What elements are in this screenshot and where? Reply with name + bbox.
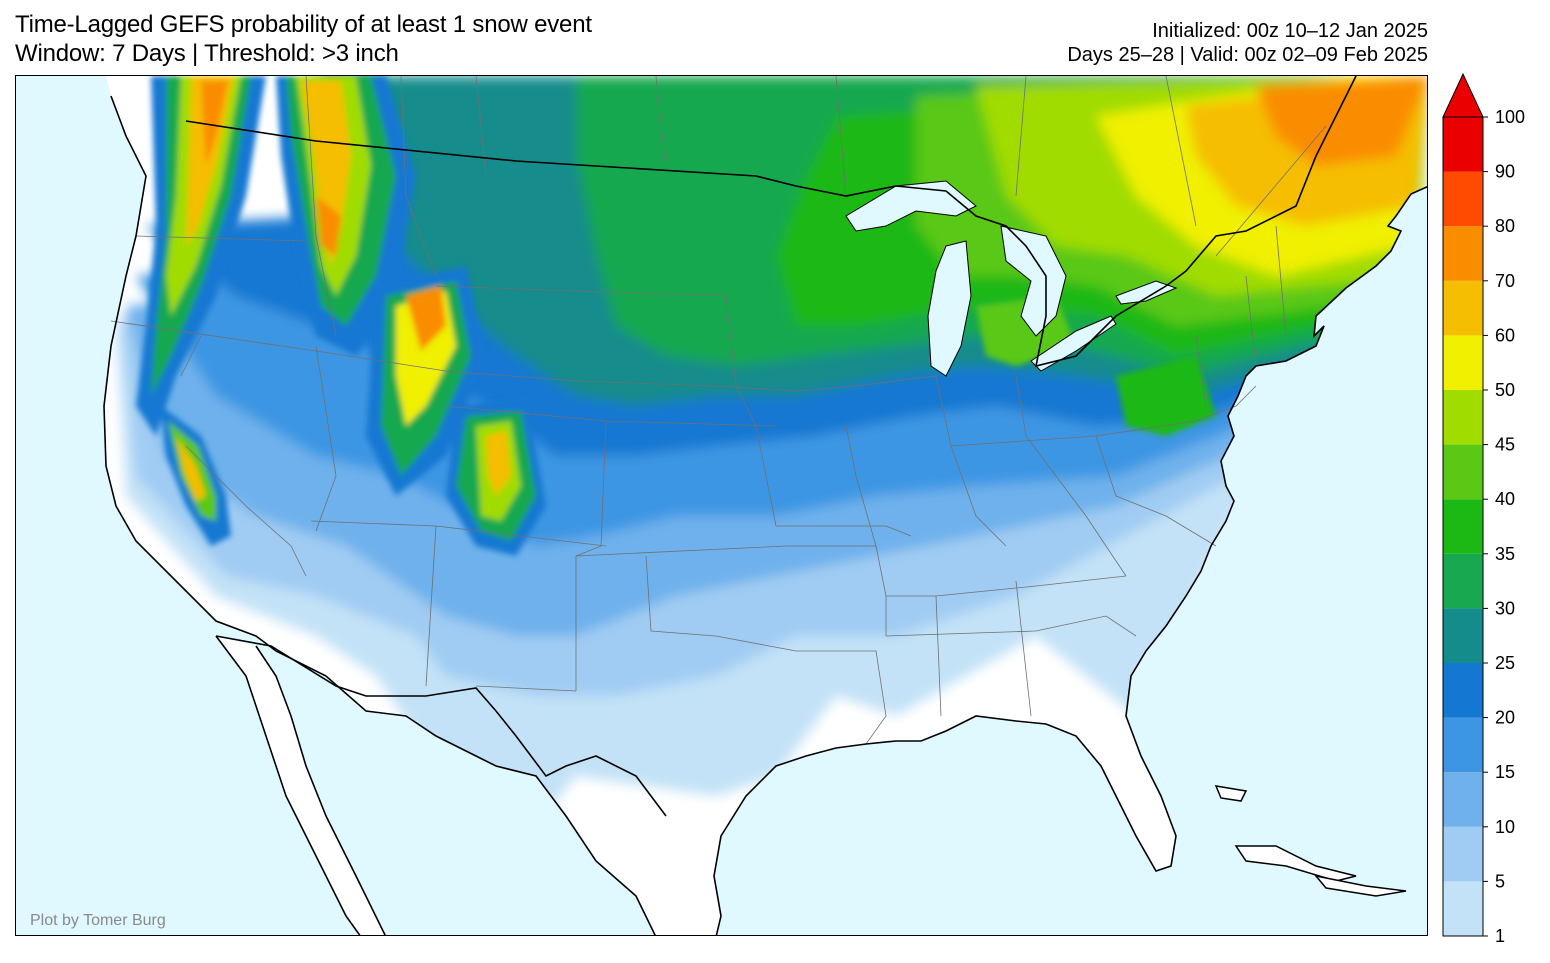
colorbar-box <box>1443 444 1483 500</box>
init-line-2: Days 25–28 | Valid: 00z 02–09 Feb 2025 <box>1067 44 1428 66</box>
state-boundaries <box>110 76 1327 745</box>
colorbar-label: 30 <box>1495 598 1515 618</box>
colorbar-label: 50 <box>1495 380 1515 400</box>
caribbean-islands <box>1214 785 1407 897</box>
colorbar-label: 70 <box>1495 271 1515 291</box>
colorbar-frame <box>1442 116 1484 937</box>
colorbar-box <box>1443 335 1483 390</box>
lake-superior <box>845 180 977 232</box>
map-panel: Plot by Tomer Burg <box>15 75 1428 936</box>
colorbar-label: 45 <box>1495 435 1515 455</box>
colorbar-box <box>1443 553 1483 609</box>
lake-huron <box>1000 225 1067 337</box>
init-line-1: Initialized: 00z 10–12 Jan 2025 <box>1152 20 1428 42</box>
colorbar-label: 40 <box>1495 489 1515 509</box>
colorbar-label: 25 <box>1495 653 1515 673</box>
colorbar-box <box>1443 171 1483 227</box>
colorbar-label: 35 <box>1495 544 1515 564</box>
coastlines <box>103 95 1427 935</box>
colorbar-box <box>1443 390 1483 445</box>
colorbar-box <box>1443 717 1483 773</box>
national-borders <box>185 76 1357 817</box>
colorbar-box <box>1443 499 1483 554</box>
colorbar-box <box>1443 608 1483 663</box>
colorbar-box <box>1443 280 1483 336</box>
colorbar-boxes <box>1442 72 1484 937</box>
snow-probability-map: Plot by Tomer Burg <box>30 76 1427 935</box>
colorbar-box <box>1443 826 1483 882</box>
colorbar-label: 90 <box>1495 162 1515 182</box>
colorbar-extend-triangle <box>1442 72 1484 118</box>
colorbar-label: 10 <box>1495 817 1515 837</box>
lake-michigan <box>927 240 972 377</box>
colorbar-box <box>1443 772 1483 827</box>
colorbar-label: 20 <box>1495 708 1515 728</box>
great-lakes <box>845 180 1178 377</box>
colorbar-label: 5 <box>1495 871 1505 891</box>
plot-credit: Plot by Tomer Burg <box>30 912 166 929</box>
colorbar-box <box>1443 663 1483 718</box>
colorbar-label: 80 <box>1495 216 1515 236</box>
colorbar-box <box>1443 226 1483 281</box>
colorbar-label: 15 <box>1495 762 1515 782</box>
lake-erie <box>1030 315 1117 372</box>
colorbar-label: 100 <box>1495 107 1525 127</box>
title-line-1: Time-Lagged GEFS probability of at least… <box>15 11 592 38</box>
probability-shading <box>116 76 1427 876</box>
colorbar-label: 1 <box>1495 926 1505 942</box>
colorbar-box <box>1443 881 1483 936</box>
colorbar-box <box>1443 117 1483 172</box>
lake-ontario <box>1115 280 1178 305</box>
colorbar-label: 60 <box>1495 325 1515 345</box>
title-line-2: Window: 7 Days | Threshold: >3 inch <box>15 40 399 67</box>
